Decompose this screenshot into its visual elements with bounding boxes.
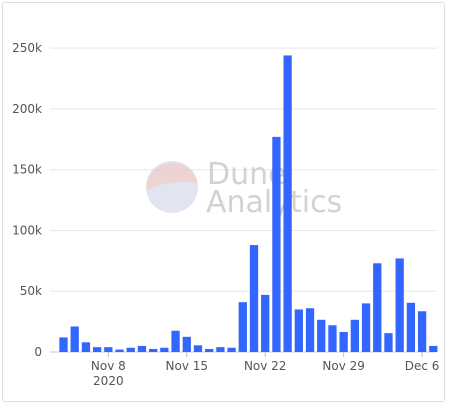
bars-layer [59,55,438,352]
bar[interactable] [283,55,292,352]
y-tick-label: 150k [12,163,42,177]
bar[interactable] [373,263,382,352]
bar[interactable] [395,258,404,352]
bar[interactable] [193,345,203,352]
bar[interactable] [417,311,427,352]
bar[interactable] [205,348,214,352]
bar[interactable] [249,245,259,352]
dune-logo-icon [146,161,198,213]
bar[interactable] [59,337,68,352]
y-tick-label: 250k [12,41,42,55]
bar[interactable] [171,330,180,352]
y-tick-label: 100k [12,223,42,237]
x-tick-label: Nov 29 [322,359,365,373]
bar[interactable] [70,326,79,352]
bar[interactable] [261,294,270,352]
x-tick-label: Dec 6 [405,359,440,373]
bar[interactable] [160,347,169,352]
y-tick-label: 200k [12,102,42,116]
bar[interactable] [126,347,135,352]
x-tick-sublabel: 2020 [93,374,124,388]
bar[interactable] [216,347,225,352]
bar[interactable] [406,302,416,352]
bar[interactable] [92,347,102,352]
x-tick-label: Nov 15 [166,359,209,373]
y-tick-label: 50k [20,284,42,298]
bar[interactable] [339,331,348,352]
bar[interactable] [227,347,236,352]
x-tick-label: Nov 22 [244,359,287,373]
bar[interactable] [429,345,438,352]
grid-layer [50,47,437,353]
bar[interactable] [361,303,371,352]
bar[interactable] [294,309,303,352]
x-tick-label: Nov 8 [91,359,126,373]
bar[interactable] [328,325,337,352]
bar[interactable] [137,345,147,352]
bar[interactable] [115,349,124,352]
bar[interactable] [272,136,281,352]
bar[interactable] [384,333,393,352]
bar[interactable] [317,319,326,352]
bar[interactable] [81,342,91,352]
bar[interactable] [305,308,315,352]
bar[interactable] [182,336,191,352]
dune-analytics-watermark: Dune Analytics [146,157,342,220]
bar[interactable] [104,347,113,352]
bar[interactable] [350,319,359,352]
bar[interactable] [149,348,158,352]
bar[interactable] [238,302,247,352]
y-tick-label: 0 [34,345,42,359]
